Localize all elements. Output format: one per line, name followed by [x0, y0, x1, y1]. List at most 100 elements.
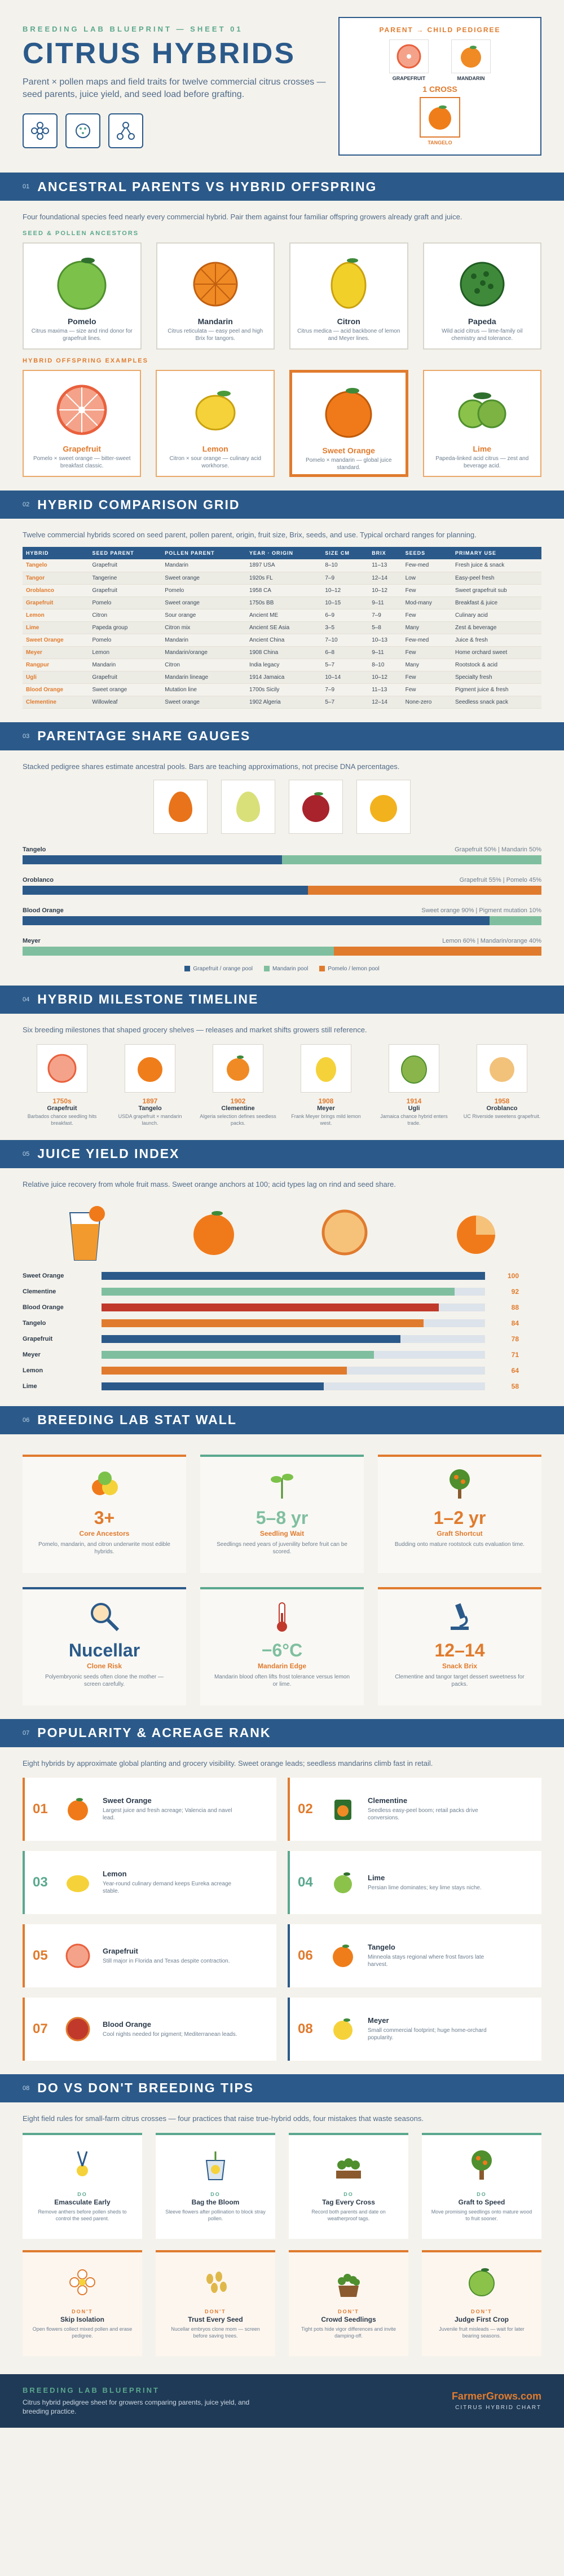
- gauge-name: Oroblanco: [23, 876, 54, 883]
- juice-bar-label: Grapefruit: [23, 1335, 53, 1342]
- juice-bar-value: 84: [511, 1319, 519, 1327]
- table-cell: Tangerine: [89, 572, 162, 585]
- legend-item: Mandarin pool: [264, 966, 308, 972]
- table-cell: 6–9: [321, 609, 369, 622]
- juice-bar: [102, 1287, 455, 1296]
- legend-item: Grapefruit / orange pool: [184, 966, 253, 972]
- juice-bar-value: 78: [511, 1335, 519, 1343]
- fruit-desc: Pomelo × sweet orange — bitter-sweet bre…: [33, 456, 131, 469]
- rank-name: Tangelo: [368, 1943, 395, 1951]
- rank-desc: Minneola stays regional where frost favo…: [368, 1954, 484, 1968]
- table-cell: Papeda group: [89, 621, 162, 634]
- rank-name: Blood Orange: [103, 2020, 151, 2029]
- comparison-section: Twelve commercial hybrids scored on seed…: [0, 519, 564, 722]
- table-cell: Sweet orange: [161, 572, 246, 585]
- tip-desc: Record both parents and date on weatherp…: [311, 2208, 386, 2221]
- table-cell: Breakfast & juice: [452, 596, 541, 609]
- fruit-name: Mandarin: [197, 317, 233, 326]
- tip-desc: Open flowers collect mixed pollen and er…: [32, 2326, 133, 2339]
- table-cell: Rootstock & acid: [452, 659, 541, 671]
- table-cell: Blood Orange: [23, 683, 89, 696]
- table-cell: Many: [402, 659, 452, 671]
- hero-subtitle: Parent × pollen maps and field traits fo…: [23, 77, 326, 99]
- juice-bar-label: Sweet Orange: [23, 1272, 64, 1279]
- table-row: Lemon Citron Sour orange Ancient ME 6–9 7–9 Fe…: [23, 609, 541, 622]
- juice-bar-list: Sweet Orange 100 Clementine 92 Blood Orange 8…: [23, 1270, 541, 1393]
- table-cell: Sweet Orange: [23, 634, 89, 647]
- dont-tip-card: DON'T Crowd Seedlings Tight pots hide vi…: [289, 2250, 408, 2356]
- tip-desc: Remove anthers before pollen sheds to co…: [38, 2208, 127, 2221]
- stat-card-ancestors: 3+ Core Ancestors Pomelo, mandarin, and …: [23, 1454, 186, 1573]
- stat-label: Mandarin Edge: [257, 1662, 306, 1670]
- stat-card-graft: 1–2 yr Graft Shortcut Budding onto matur…: [378, 1454, 541, 1573]
- pedigree-cross-label: 1 CROSS: [422, 85, 457, 94]
- section-number: 04: [23, 996, 30, 1003]
- juice-bar-row: Meyer 71: [23, 1349, 541, 1361]
- rank-name: Grapefruit: [103, 1946, 138, 1955]
- rank-number: 05: [33, 1947, 48, 1963]
- microscope-icon: [451, 1603, 469, 1630]
- share-gauge: Blood Orange Sweet orange 90% | Pigment m…: [23, 907, 541, 925]
- table-cell: Tangor: [23, 572, 89, 585]
- table-cell: 5–8: [368, 621, 402, 634]
- stats-section: 3+ Core Ancestors Pomelo, mandarin, and …: [0, 1434, 564, 1719]
- open-flower-icon: [69, 2269, 95, 2295]
- papeda-icon: [460, 262, 505, 307]
- grapefruit-slice-icon: [47, 1054, 77, 1082]
- section-title: HYBRID COMPARISON GRID: [37, 497, 240, 512]
- footer: BREEDING LAB BLUEPRINT Citrus hybrid ped…: [0, 2374, 564, 2428]
- timeline-section: Six breeding milestones that shaped groc…: [0, 1014, 564, 1140]
- rank-section: Eight hybrids by approximate global plan…: [0, 1747, 564, 2074]
- stat-card-seedling: 5–8 yr Seedling Wait Seedlings need year…: [200, 1454, 364, 1573]
- rank-card: 08 Meyer Small commercial footprint; huge…: [288, 1997, 541, 2061]
- table-row: Sweet Orange Pomelo Mandarin Ancient China 7…: [23, 634, 541, 647]
- stat-value: 1–2 yr: [433, 1507, 486, 1528]
- section-title: POPULARITY & ACREAGE RANK: [37, 1725, 271, 1740]
- gauge-segment: [23, 885, 308, 895]
- table-cell: Easy-peel fresh: [452, 572, 541, 585]
- legend-swatch: [184, 965, 191, 971]
- bag-icon: [205, 2151, 226, 2180]
- table-header-cell: PRIMARY USE: [452, 547, 541, 559]
- table-cell: Grapefruit: [89, 671, 162, 684]
- mandarin-icon: [461, 46, 481, 68]
- rank-desc: Year-round culinary demand keeps Eureka …: [103, 1881, 232, 1894]
- table-row: Meyer Lemon Mandarin/orange 1908 China 6–8 9–…: [23, 646, 541, 659]
- table-cell: 12–14: [368, 696, 402, 709]
- table-cell: Many: [402, 621, 452, 634]
- footer-site-link[interactable]: FarmerGrows.com: [451, 2391, 541, 2402]
- section-intro: Eight hybrids by approximate global plan…: [23, 1758, 433, 1768]
- section-intro: Six breeding milestones that shaped groc…: [23, 1025, 367, 1034]
- legend-label: Mandarin pool: [272, 965, 309, 972]
- juice-glass-icon: [69, 1205, 105, 1261]
- section-intro: Twelve commercial hybrids scored on seed…: [23, 531, 477, 539]
- table-row: Blood Orange Sweet orange Mutation line 170…: [23, 683, 541, 696]
- section-band-comparison: 02 HYBRID COMPARISON GRID: [0, 491, 564, 519]
- table-cell: Few: [402, 646, 452, 659]
- clementine-pack-icon: [334, 1799, 351, 1820]
- pedigree-parent-a-label: GRAPEFRUIT: [392, 76, 426, 81]
- timeline-desc: UC Riverside sweetens grapefruit.: [463, 1113, 541, 1119]
- table-cell: Mutation line: [161, 683, 246, 696]
- table-cell: 8–10: [321, 559, 369, 572]
- section-title: DO VS DON'T BREEDING TIPS: [37, 2080, 254, 2095]
- timeline-year: 1750s: [52, 1097, 72, 1105]
- footer-brand: BREEDING LAB BLUEPRINT: [23, 2385, 160, 2394]
- juice-bar: [102, 1382, 324, 1390]
- stat-desc: Mandarin blood often lifts frost toleran…: [214, 1673, 350, 1687]
- table-cell: 7–9: [368, 609, 402, 622]
- juice-bar-track: [102, 1382, 485, 1390]
- rank-card: 04 Lime Persian lime dominates; key lime …: [288, 1850, 541, 1914]
- table-header-cell: HYBRID: [23, 547, 89, 559]
- table-cell: Willowleaf: [89, 696, 162, 709]
- table-cell: Ancient ME: [246, 609, 322, 622]
- juice-section: Relative juice recovery from whole fruit…: [0, 1168, 564, 1406]
- fruit-desc: Citrus medica — acid backbone of lemon a…: [297, 328, 400, 342]
- tangelo-icon: [333, 1944, 353, 1967]
- juice-illustration-row: [23, 1199, 541, 1266]
- seed-ancestors-label: SEED & POLLEN ANCESTORS: [23, 230, 139, 237]
- juice-bar-track: [102, 1335, 485, 1343]
- section-number: 07: [23, 1729, 30, 1737]
- section-number: 05: [23, 1150, 30, 1157]
- table-cell: Ancient China: [246, 634, 322, 647]
